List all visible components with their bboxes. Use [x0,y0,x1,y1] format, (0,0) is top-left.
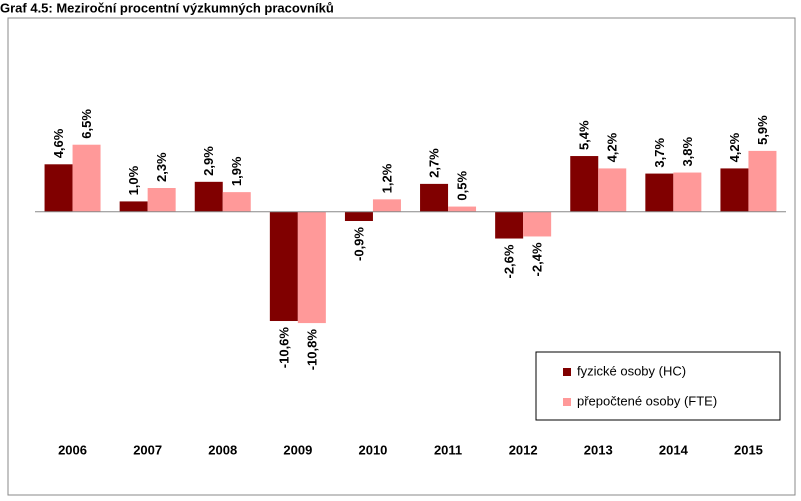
bar [645,173,674,212]
data-label: 1,0% [126,165,141,195]
bar [297,211,326,324]
bar [495,211,524,239]
legend-swatch [563,368,571,376]
x-tick-label: 2011 [434,442,462,457]
bar [673,172,702,212]
data-label: -2,6% [502,244,517,278]
chart-title: Graf 4.5: Meziroční procentní výzkumných… [0,0,334,15]
data-label: 3,7% [652,138,667,168]
data-label: 1,9% [229,156,244,186]
data-label: -2,4% [530,242,545,276]
bar [44,164,73,212]
legend-label: přepočtené osoby (FTE) [577,393,717,408]
bar [194,181,223,212]
x-tick-label: 2015 [734,442,763,457]
data-label: 5,4% [577,120,592,150]
data-label: 4,6% [51,128,66,158]
data-label: 4,2% [605,132,620,162]
bar [372,199,401,212]
data-label: 6,5% [79,109,94,139]
bar [448,206,477,212]
bar [269,211,298,322]
bar [523,211,552,237]
data-label: 3,8% [680,136,695,166]
bar [598,168,627,212]
x-tick-label: 2013 [584,442,613,457]
x-tick-label: 2007 [133,442,162,457]
bar [570,156,599,212]
x-tick-label: 2012 [509,442,538,457]
bar [72,144,101,212]
bar [420,183,449,212]
bar [748,150,777,212]
data-label: 5,9% [755,115,770,145]
legend-label: fyzické osoby (HC) [577,363,686,378]
x-tick-label: 2009 [283,442,312,457]
data-label: -10,8% [304,329,319,371]
data-label: 0,5% [454,170,469,200]
chart-border [7,17,796,496]
legend-swatch [563,398,571,406]
x-tick-label: 2010 [358,442,387,457]
legend-box [535,351,781,421]
x-tick-label: 2014 [659,442,689,457]
data-label: 2,9% [201,146,216,176]
x-tick-label: 2008 [208,442,237,457]
bar [119,201,148,212]
bar [147,188,176,212]
data-label: 4,2% [727,132,742,162]
bar [222,192,251,212]
data-label: -0,9% [351,227,366,261]
data-label: -10,6% [276,327,291,369]
data-label: 2,7% [426,148,441,178]
data-label: 1,2% [379,163,394,193]
bar [720,168,749,212]
x-tick-label: 2006 [58,442,87,457]
bar [344,211,373,222]
data-label: 2,3% [154,152,169,182]
